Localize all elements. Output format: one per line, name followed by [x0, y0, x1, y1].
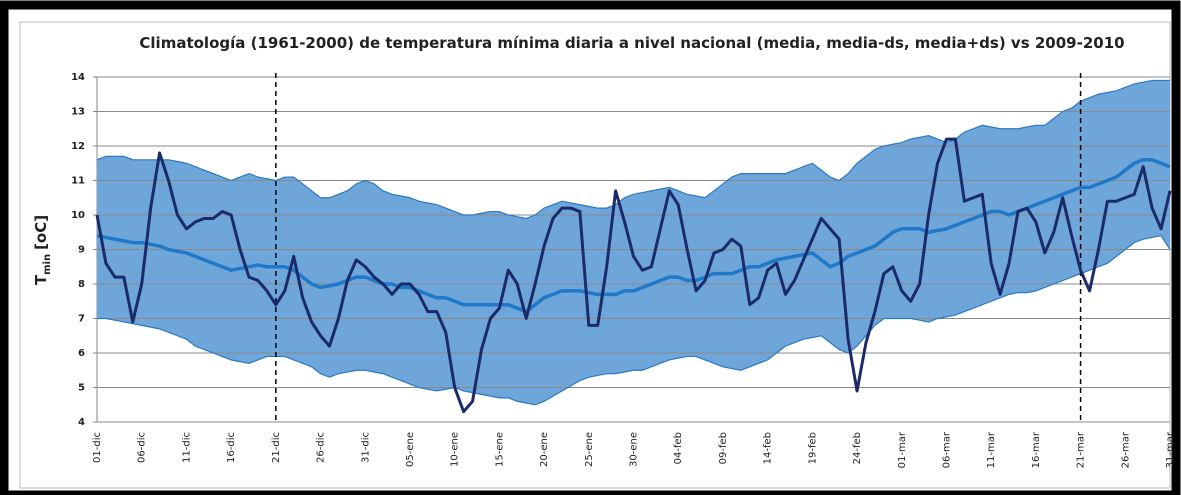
y-tick-label: 10 — [71, 210, 85, 221]
y-tick-label: 14 — [71, 72, 85, 83]
x-tick-label: 05-ene — [405, 432, 416, 467]
x-tick-label: 25-ene — [584, 432, 595, 467]
x-tick-label: 06-mar — [941, 431, 952, 468]
x-tick-label: 09-feb — [718, 432, 729, 464]
x-tick-label: 16-mar — [1031, 431, 1042, 468]
x-tick-label: 11-mar — [986, 431, 997, 468]
x-tick-label: 26-mar — [1120, 431, 1131, 468]
x-tick-label: 21-dic — [271, 432, 282, 463]
y-label-sub: min — [42, 254, 53, 275]
y-tick-label: 7 — [78, 314, 85, 325]
band-area — [97, 80, 1170, 405]
x-tick-label: 01-mar — [897, 431, 908, 468]
y-tick-label: 9 — [78, 245, 85, 256]
band-upper-line — [96, 79, 1170, 220]
y-tick-label: 4 — [78, 417, 85, 428]
y-label-unit: [oC] — [32, 215, 50, 250]
x-tick-label: 16-dic — [226, 432, 237, 463]
x-tick-label: 21-mar — [1076, 431, 1087, 468]
x-tick-label: 01-dic — [92, 432, 103, 463]
y-axis-label: Tmin [oC] — [32, 215, 53, 285]
x-tick-label: 06-dic — [137, 432, 148, 463]
series-line — [96, 158, 1171, 314]
series-line — [95, 137, 1172, 414]
chart-title: Climatología (1961-2000) de temperatura … — [139, 34, 1124, 52]
x-tick-label: 10-ene — [450, 432, 461, 467]
x-tick-label: 24-feb — [852, 432, 863, 464]
y-tick-label: 11 — [71, 176, 85, 187]
y-tick-label: 13 — [71, 107, 85, 118]
x-tick-label: 11-dic — [181, 432, 192, 463]
x-tick-label: 26-dic — [316, 432, 327, 463]
y-label-main: T — [32, 274, 50, 285]
y-tick-label: 8 — [78, 279, 85, 290]
x-tick-label: 14-feb — [763, 432, 774, 464]
x-tick-label: 15-ene — [494, 432, 505, 467]
x-tick-label: 30-ene — [629, 432, 640, 467]
x-tick-label: 31-mar — [1165, 431, 1176, 468]
x-tick-label: 04-feb — [673, 432, 684, 464]
y-tick-label: 5 — [78, 383, 85, 394]
x-tick-label: 20-ene — [539, 432, 550, 467]
y-tick-label: 6 — [78, 348, 85, 359]
x-tick-label: 19-feb — [807, 432, 818, 464]
x-tick-label: 31-dic — [360, 432, 371, 463]
y-tick-label: 12 — [71, 141, 85, 152]
